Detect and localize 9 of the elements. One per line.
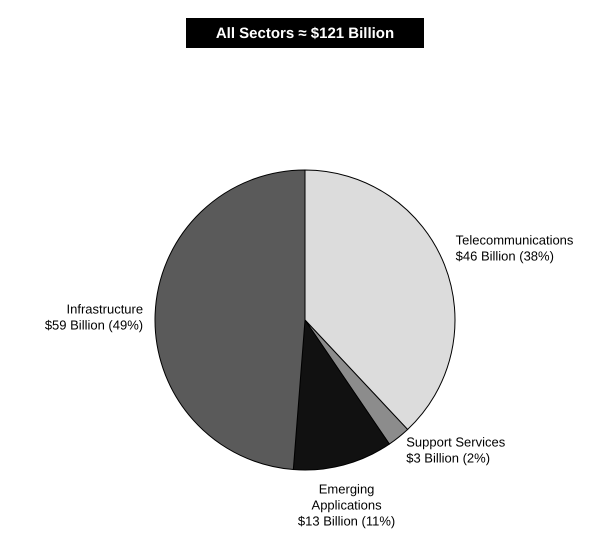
slice-label: Emerging Applications <box>312 482 382 513</box>
data-label: $13 Billion (11%) <box>298 514 396 529</box>
data-label: $46 Billion (38%) <box>456 248 554 264</box>
data-label: $3 Billion (2%) <box>406 450 490 466</box>
data-label: $59 Billion (49%) <box>44 318 144 333</box>
slice-label: Support Services <box>406 434 506 450</box>
slice-label: Telecommunications <box>456 232 574 248</box>
chart-title: All Sectors ≈ $121 Billion <box>216 25 394 42</box>
slice-label: Infrastructure <box>66 302 144 317</box>
